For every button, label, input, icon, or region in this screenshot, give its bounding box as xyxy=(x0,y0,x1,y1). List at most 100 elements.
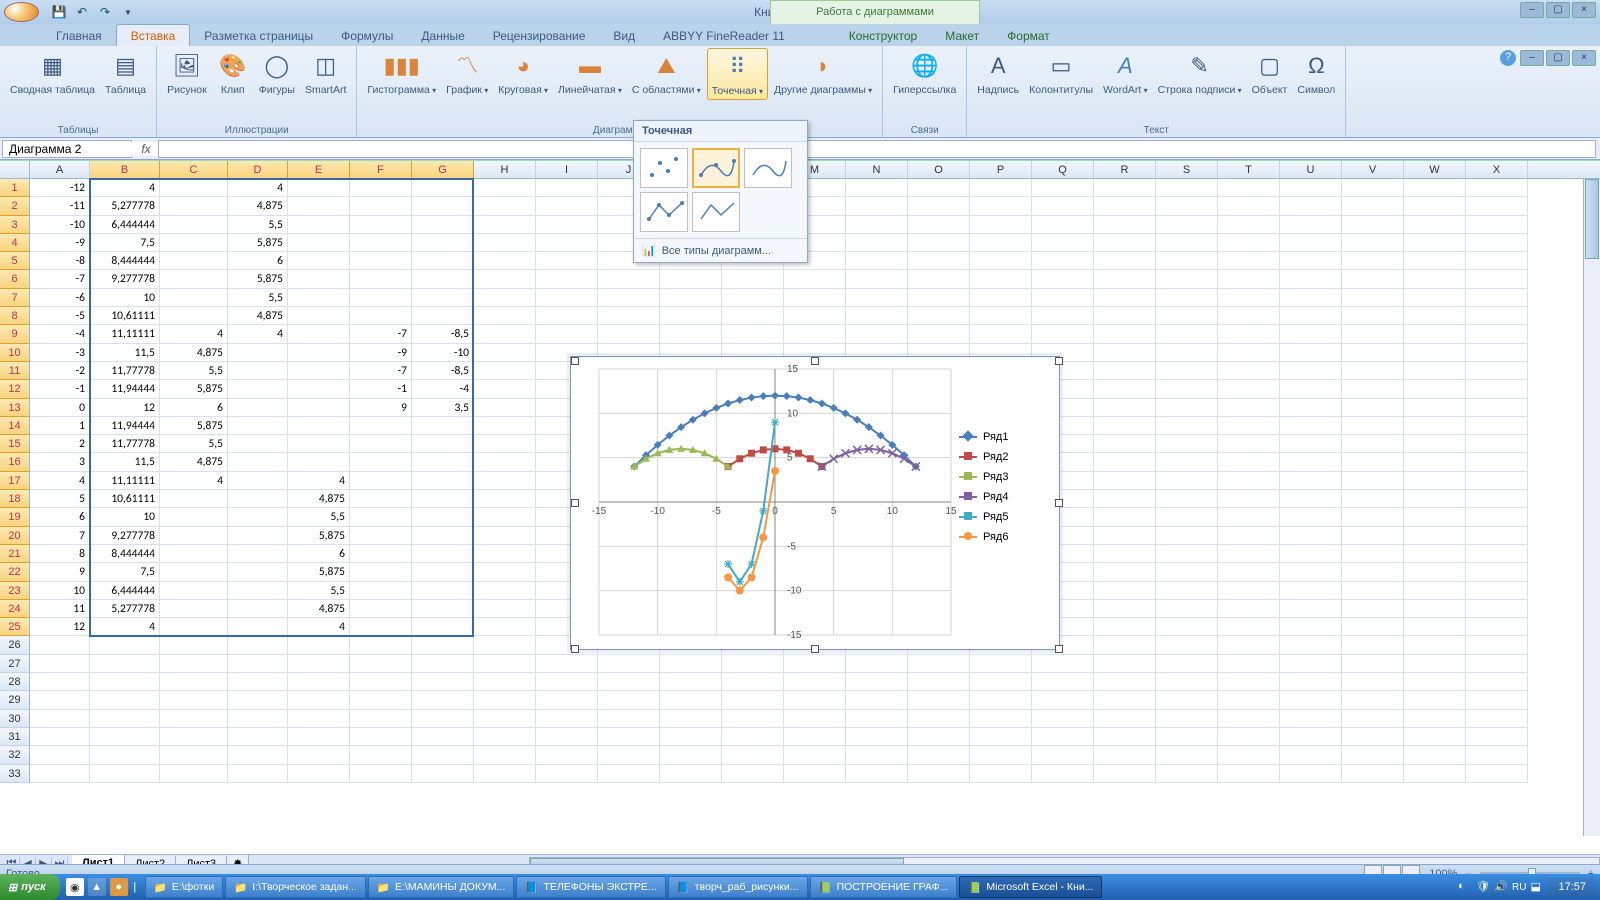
cell[interactable]: -7 xyxy=(350,325,412,343)
cell[interactable] xyxy=(722,673,784,691)
cell[interactable] xyxy=(288,691,350,709)
cell[interactable] xyxy=(474,179,536,197)
taskbar-item[interactable]: 📁E:\МАМИНЫ ДОКУМ... xyxy=(368,876,514,898)
cell[interactable] xyxy=(846,289,908,307)
cell[interactable] xyxy=(784,728,846,746)
cell[interactable] xyxy=(1466,453,1528,471)
cell[interactable] xyxy=(288,417,350,435)
cell[interactable] xyxy=(1094,270,1156,288)
cell[interactable] xyxy=(1466,179,1528,197)
cell[interactable] xyxy=(536,765,598,783)
cell[interactable] xyxy=(722,289,784,307)
cell[interactable] xyxy=(1156,472,1218,490)
cell[interactable] xyxy=(228,472,288,490)
cell[interactable]: 7,5 xyxy=(90,234,160,252)
cell[interactable] xyxy=(30,710,90,728)
cell[interactable] xyxy=(1156,728,1218,746)
cell[interactable] xyxy=(1218,325,1280,343)
cell[interactable] xyxy=(160,691,228,709)
cell[interactable] xyxy=(1218,746,1280,764)
cell[interactable] xyxy=(908,746,970,764)
cell[interactable] xyxy=(536,728,598,746)
cell[interactable] xyxy=(1094,490,1156,508)
cell[interactable] xyxy=(90,710,160,728)
cell[interactable] xyxy=(160,563,228,581)
cell[interactable] xyxy=(160,673,228,691)
cell[interactable] xyxy=(722,655,784,673)
cell[interactable] xyxy=(1404,673,1466,691)
tab-abbyy[interactable]: ABBYY FineReader 11 xyxy=(649,25,799,46)
cell[interactable]: -9 xyxy=(30,234,90,252)
cell[interactable]: 8 xyxy=(30,545,90,563)
shapes-button[interactable]: ◯Фигуры xyxy=(255,48,299,98)
taskbar-item[interactable]: 📘творч_раб_рисунки... xyxy=(668,876,808,898)
cell[interactable] xyxy=(412,252,474,270)
cell[interactable] xyxy=(1342,545,1404,563)
tab-maket[interactable]: Макет xyxy=(931,25,993,46)
cell[interactable] xyxy=(474,527,536,545)
cell[interactable] xyxy=(660,710,722,728)
cell[interactable]: -6 xyxy=(30,289,90,307)
cell[interactable] xyxy=(1342,636,1404,654)
cell[interactable] xyxy=(1032,270,1094,288)
cell[interactable]: 5,5 xyxy=(228,216,288,234)
cell[interactable] xyxy=(1342,746,1404,764)
cell[interactable] xyxy=(1466,563,1528,581)
cell[interactable] xyxy=(1342,472,1404,490)
row-header-18[interactable]: 18 xyxy=(0,490,30,508)
row-header-15[interactable]: 15 xyxy=(0,435,30,453)
cell[interactable] xyxy=(474,563,536,581)
tab-format[interactable]: Формат xyxy=(993,25,1064,46)
cell[interactable] xyxy=(1032,673,1094,691)
cell[interactable] xyxy=(908,234,970,252)
cell[interactable] xyxy=(536,179,598,197)
cell[interactable] xyxy=(1094,197,1156,215)
cell[interactable] xyxy=(412,618,474,636)
cell[interactable] xyxy=(1094,307,1156,325)
smartart-button[interactable]: ◫SmartArt xyxy=(301,48,350,98)
cell[interactable] xyxy=(288,673,350,691)
row-header-25[interactable]: 25 xyxy=(0,618,30,636)
cell[interactable] xyxy=(1404,728,1466,746)
cell[interactable] xyxy=(288,710,350,728)
cell[interactable] xyxy=(90,673,160,691)
cell[interactable] xyxy=(1218,307,1280,325)
ql-chrome-icon[interactable]: ◉ xyxy=(66,878,84,896)
cell[interactable] xyxy=(970,655,1032,673)
cell[interactable] xyxy=(1094,453,1156,471)
cell[interactable] xyxy=(228,417,288,435)
pivot-table-button[interactable]: ▦Сводная таблица xyxy=(6,48,99,98)
cell[interactable] xyxy=(660,270,722,288)
cell[interactable]: 11,11111 xyxy=(90,472,160,490)
cell[interactable] xyxy=(1218,691,1280,709)
maximize-button[interactable]: ▢ xyxy=(1546,2,1570,18)
wb-minimize-button[interactable]: – xyxy=(1520,50,1544,66)
cell[interactable] xyxy=(228,673,288,691)
cell[interactable] xyxy=(1156,508,1218,526)
cell[interactable] xyxy=(350,508,412,526)
cell[interactable] xyxy=(1466,289,1528,307)
cell[interactable] xyxy=(1156,289,1218,307)
cell[interactable] xyxy=(1404,765,1466,783)
cell[interactable]: 7 xyxy=(30,527,90,545)
cell[interactable] xyxy=(30,691,90,709)
cell[interactable] xyxy=(1156,600,1218,618)
cell[interactable] xyxy=(536,325,598,343)
cell[interactable] xyxy=(412,655,474,673)
cell[interactable] xyxy=(784,289,846,307)
cell[interactable] xyxy=(1218,380,1280,398)
cell[interactable]: 11 xyxy=(30,600,90,618)
cell[interactable] xyxy=(1342,490,1404,508)
cell[interactable] xyxy=(412,197,474,215)
cell[interactable] xyxy=(1280,307,1342,325)
cell[interactable] xyxy=(228,344,288,362)
cell[interactable] xyxy=(536,691,598,709)
cell[interactable] xyxy=(1094,728,1156,746)
cell[interactable]: -4 xyxy=(412,380,474,398)
cell[interactable]: 4,875 xyxy=(288,490,350,508)
row-header-24[interactable]: 24 xyxy=(0,600,30,618)
cell[interactable]: 2 xyxy=(30,435,90,453)
cell[interactable] xyxy=(1342,527,1404,545)
cell[interactable] xyxy=(1466,399,1528,417)
cell[interactable] xyxy=(160,527,228,545)
